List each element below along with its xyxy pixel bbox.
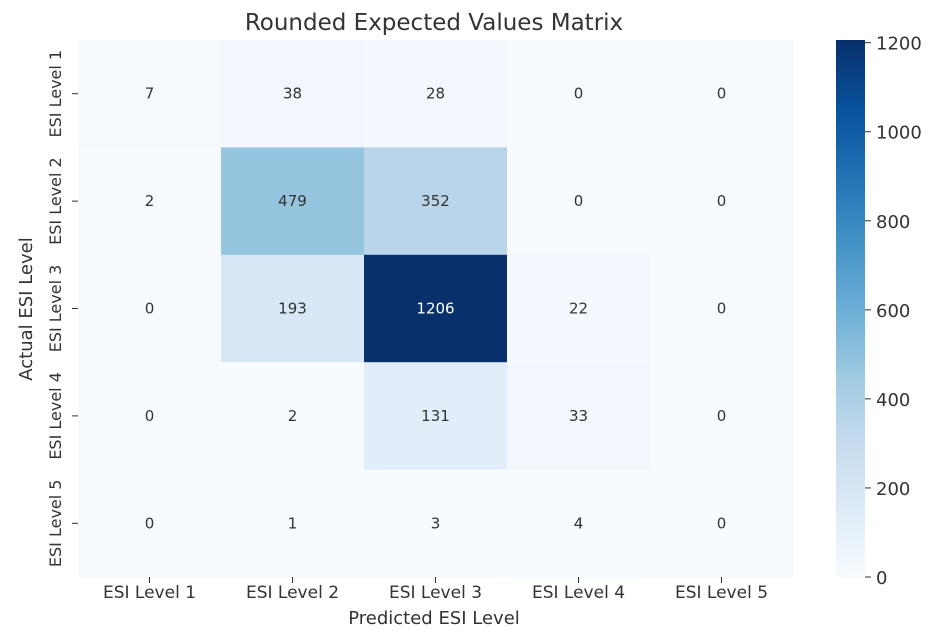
cell-value-label: 1206 (416, 300, 454, 318)
x-tick-label: ESI Level 3 (389, 583, 482, 603)
x-axis-ticks: ESI Level 1 ESI Level 2 ESI Level 3 ESI Lev… (103, 577, 768, 603)
heatmap-cell (78, 469, 222, 578)
heatmap-cell (78, 254, 222, 363)
heatmap-cell (221, 40, 365, 148)
y-tick-label: ESI Level 4 (46, 372, 65, 460)
heatmap-cell (650, 254, 794, 363)
heatmap-cell (78, 147, 222, 256)
cell-value-label: 4 (574, 514, 584, 532)
cell-value-label: 38 (283, 85, 302, 103)
y-tick-label: ESI Level 3 (46, 265, 65, 353)
y-tick-label: ESI Level 2 (46, 157, 65, 245)
colorbar-tick-label: 1200 (876, 34, 922, 55)
cell-value-label: 0 (717, 85, 727, 103)
cell-value-label: 2 (145, 192, 155, 210)
cell-value-label: 0 (145, 407, 155, 425)
colorbar (836, 40, 865, 577)
heatmap-cell (221, 362, 365, 471)
y-axis-label: Actual ESI Level (16, 237, 37, 380)
cell-value-label: 0 (145, 300, 155, 318)
chart-title: Rounded Expected Values Matrix (245, 10, 623, 36)
cell-value-label: 22 (569, 300, 588, 318)
heatmap-cell (650, 469, 794, 578)
colorbar-tick-label: 1000 (876, 123, 922, 144)
colorbar-tick-label: 0 (876, 568, 887, 589)
heatmap-cell (221, 147, 365, 256)
cell-value-label: 0 (717, 192, 727, 210)
heatmap-cell (364, 469, 508, 578)
cell-value-label: 3 (431, 514, 441, 532)
heatmap-cell (364, 147, 508, 256)
colorbar-tick-label: 800 (876, 212, 910, 233)
x-tick-label: ESI Level 2 (246, 583, 339, 603)
cell-value-label: 352 (421, 192, 450, 210)
heatmap-cell (221, 254, 365, 363)
heatmap-cell (364, 254, 508, 363)
colorbar-tick-label: 200 (876, 479, 910, 500)
heatmap-cell (507, 147, 651, 256)
heatmap-cell (364, 40, 508, 148)
heatmap-cell (650, 40, 794, 148)
colorbar-ticks: 0 200 400 600 800 1000 1200 (865, 34, 922, 589)
x-tick-label: ESI Level 4 (532, 583, 625, 603)
heatmap-cell (364, 362, 508, 471)
heatmap-cell (507, 362, 651, 471)
heatmap-cell (78, 40, 222, 148)
cell-value-label: 193 (278, 300, 307, 318)
x-axis-label: Predicted ESI Level (348, 608, 520, 629)
heatmap-cell (650, 362, 794, 471)
y-tick-label: ESI Level 1 (46, 50, 65, 138)
colorbar-tick-label: 400 (876, 390, 910, 411)
cell-value-label: 0 (574, 192, 584, 210)
x-tick-label: ESI Level 5 (675, 583, 768, 603)
heatmap-cell (507, 469, 651, 578)
heatmap-cell (650, 147, 794, 256)
heatmap-cell (507, 254, 651, 363)
cell-value-label: 1 (288, 514, 298, 532)
heatmap-cell (78, 362, 222, 471)
cell-value-label: 2 (288, 407, 298, 425)
cell-value-label: 131 (421, 407, 450, 425)
cell-value-label: 0 (574, 85, 584, 103)
heatmap-cell (507, 40, 651, 148)
cell-value-label: 33 (569, 407, 588, 425)
cell-value-label: 0 (717, 300, 727, 318)
cell-value-label: 479 (278, 192, 307, 210)
y-tick-label: ESI Level 5 (46, 480, 65, 568)
cell-value-label: 7 (145, 85, 155, 103)
cell-value-label: 0 (717, 514, 727, 532)
heatmap-cell (221, 469, 365, 578)
x-tick-label: ESI Level 1 (103, 583, 196, 603)
y-axis-ticks: ESI Level 1 ESI Level 2 ESI Level 3 ESI Lev… (46, 50, 78, 567)
cell-value-label: 0 (717, 407, 727, 425)
cell-value-label: 0 (145, 514, 155, 532)
colorbar-tick-label: 600 (876, 301, 910, 322)
heatmap-cells: 7 38 28 0 0 2 479 352 0 0 0 193 1206 22 0 0 2 131 33 0 0 1 3 4 0 (78, 40, 794, 578)
cell-value-label: 28 (426, 85, 445, 103)
